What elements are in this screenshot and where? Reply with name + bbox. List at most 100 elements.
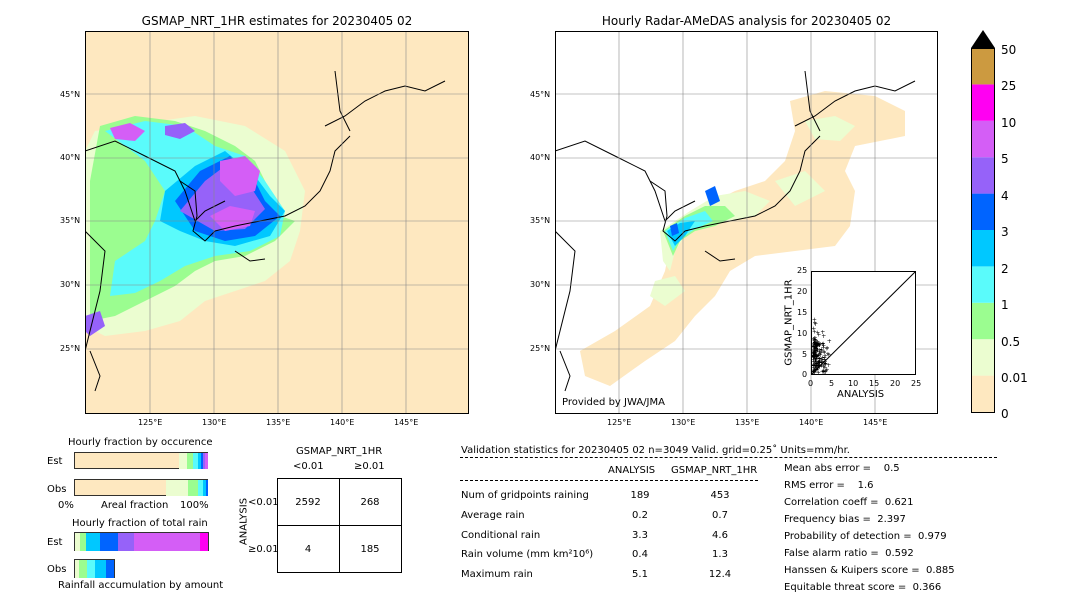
scatter-xtick: 25 <box>911 379 922 388</box>
scatter-plot: ++++++++++++++++ ++++++++++++++++++++++++… <box>811 271 916 375</box>
scatter-point: + <box>813 348 818 355</box>
scatter-point: + <box>811 358 816 365</box>
scatter-point: + <box>812 348 817 355</box>
scatter-point: + <box>814 341 819 348</box>
scatter-point: + <box>816 332 821 339</box>
right-lat-label: 25°N <box>530 344 551 353</box>
scatter-point: + <box>812 361 817 368</box>
scatter-point: + <box>813 347 818 354</box>
scatter-xlabel: ANALYSIS <box>837 389 885 400</box>
scatter-point: + <box>814 363 819 370</box>
contingency-row-label: <0.01 <box>248 497 279 508</box>
scatter-point: + <box>819 347 824 354</box>
scatter-point: + <box>814 342 819 349</box>
validation-row-label: Rain volume (mm km²10⁶) <box>461 549 594 560</box>
scatter-point: + <box>816 370 821 375</box>
scatter-point: + <box>812 345 817 352</box>
scatter-point: + <box>812 329 817 336</box>
total-rain-row-label: Obs <box>47 564 67 575</box>
scatter-point: + <box>820 359 825 366</box>
colorbar-label: 2 <box>1001 262 1009 276</box>
occurence-xtick: 0% <box>58 500 74 511</box>
scatter-point: + <box>814 348 819 355</box>
scatter-point: + <box>812 354 817 361</box>
scatter-point: + <box>822 365 827 372</box>
right-lon-label: 135°E <box>735 418 760 427</box>
scatter-points: ++++++++++++++++ ++++++++++++++++++++++++… <box>811 316 832 375</box>
scatter-point: + <box>811 348 816 355</box>
left-lon-label: 135°E <box>266 418 291 427</box>
scatter-point: + <box>811 343 816 350</box>
scatter-point: + <box>822 361 827 368</box>
validation-row-gsmap: 4.6 <box>712 530 728 541</box>
occurence-row-label: Obs <box>47 484 67 495</box>
scatter-point: + <box>814 346 819 353</box>
left-lon-label: 145°E <box>394 418 419 427</box>
colorbar-block <box>971 302 995 340</box>
validation-row-gsmap: 1.3 <box>712 549 728 560</box>
scatter-point: + <box>814 341 819 348</box>
scatter-point: + <box>812 353 817 360</box>
scatter-point: + <box>819 359 824 366</box>
scatter-point: + <box>824 368 829 375</box>
scatter-point: + <box>812 370 817 375</box>
colorbar-label: 0.01 <box>1001 371 1028 385</box>
scatter-point: + <box>813 353 818 360</box>
scatter-point: + <box>811 343 816 350</box>
scatter-point: + <box>825 351 830 358</box>
scatter-point: + <box>811 336 816 343</box>
validation-row-gsmap: 12.4 <box>708 569 732 580</box>
scatter-point: + <box>811 350 816 357</box>
validation-header: Validation statistics for 20230405 02 n=… <box>461 445 850 456</box>
scatter-point: + <box>820 354 825 361</box>
scatter-point: + <box>811 352 816 359</box>
scatter-ytick: 20 <box>797 287 808 296</box>
scatter-point: + <box>821 333 826 340</box>
scatter-point: + <box>812 335 817 342</box>
colorbar-extend-arrow <box>971 30 995 48</box>
scatter-point: + <box>815 353 820 360</box>
validation-row-analysis: 189 <box>630 490 650 501</box>
scatter-point: + <box>819 360 824 367</box>
scatter-point: + <box>812 367 817 374</box>
scatter-point: + <box>811 368 816 375</box>
validation-col-gsmap: GSMAP_NRT_1HR <box>671 465 758 476</box>
scatter-point: + <box>812 349 817 356</box>
scatter-ytick: 15 <box>797 308 808 317</box>
scatter-point: + <box>811 349 816 356</box>
right-map-coverage <box>580 91 905 386</box>
score-line: False alarm ratio = 0.592 <box>784 548 914 559</box>
scatter-point: + <box>817 359 822 366</box>
scatter-point: + <box>821 341 826 348</box>
validation-col-analysis: ANALYSIS <box>608 465 656 476</box>
scatter-point: + <box>814 338 819 345</box>
scatter-point: + <box>814 355 819 362</box>
score-line: Probability of detection = 0.979 <box>784 531 947 542</box>
scatter-point: + <box>815 329 820 336</box>
map-credit: Provided by JWA/JMA <box>562 397 665 408</box>
scatter-point: + <box>817 362 822 369</box>
colorbar-label: 3 <box>1001 225 1009 239</box>
scatter-ytick: 0 <box>802 370 808 379</box>
scatter-point: + <box>812 316 817 323</box>
colorbar-block <box>971 339 995 376</box>
scatter-point: + <box>824 345 829 352</box>
occurence-bars <box>74 452 208 496</box>
scatter-point: + <box>814 361 819 368</box>
colorbar <box>971 30 995 413</box>
colorbar-block <box>971 375 995 412</box>
contingency-col-label: <0.01 <box>293 461 324 472</box>
scatter-point: + <box>811 363 816 370</box>
right-lon-label: 130°E <box>671 418 696 427</box>
validation-row-label: Average rain <box>461 510 525 521</box>
scatter-point: + <box>825 345 830 352</box>
scatter-point: + <box>811 341 816 348</box>
scatter-point: + <box>815 366 820 373</box>
scatter-point: + <box>821 368 826 375</box>
scatter-ytick: 10 <box>797 329 808 338</box>
scatter-point: + <box>816 353 821 360</box>
scatter-point: + <box>815 347 820 354</box>
scatter-point: + <box>818 352 823 359</box>
scatter-point: + <box>811 354 816 361</box>
score-line: Correlation coeff = 0.621 <box>784 497 914 508</box>
